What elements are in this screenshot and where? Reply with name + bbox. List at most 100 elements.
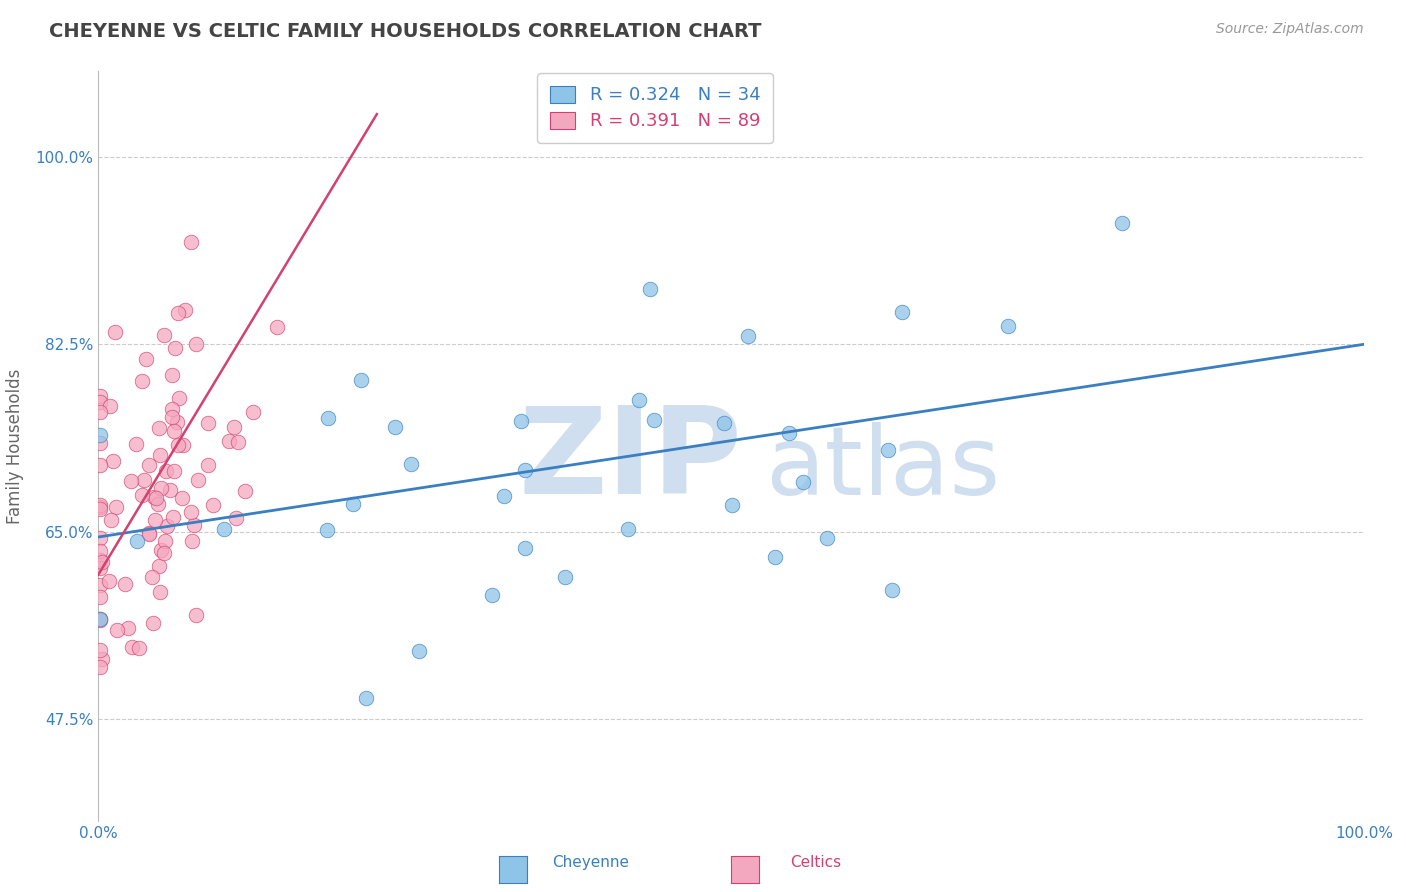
- Point: [180, 235, 202, 250]
- Point: [138, 526, 160, 541]
- Text: Source: ZipAtlas.com: Source: ZipAtlas.com: [1216, 22, 1364, 37]
- Point: [146, 497, 169, 511]
- Point: [89, 501, 111, 516]
- Point: [218, 434, 240, 449]
- Point: [166, 306, 188, 320]
- Point: [167, 438, 190, 452]
- Point: [721, 498, 744, 512]
- Point: [876, 443, 898, 458]
- Point: [162, 509, 184, 524]
- Text: ZIP: ZIP: [517, 402, 742, 519]
- Point: [173, 303, 195, 318]
- Point: [131, 374, 153, 388]
- Point: [890, 305, 912, 319]
- Point: [89, 531, 111, 545]
- Point: [153, 533, 176, 548]
- Point: [98, 399, 121, 413]
- Point: [763, 549, 786, 564]
- Point: [91, 555, 114, 569]
- Point: [89, 660, 111, 674]
- Point: [181, 534, 204, 549]
- Point: [145, 491, 167, 505]
- Point: [997, 318, 1019, 333]
- Point: [408, 644, 430, 658]
- Point: [184, 607, 207, 622]
- Point: [89, 611, 111, 625]
- Legend: R = 0.324   N = 34, R = 0.391   N = 89: R = 0.324 N = 34, R = 0.391 N = 89: [537, 73, 773, 143]
- Point: [156, 519, 179, 533]
- Point: [142, 616, 165, 631]
- Text: CHEYENNE VS CELTIC FAMILY HOUSEHOLDS CORRELATION CHART: CHEYENNE VS CELTIC FAMILY HOUSEHOLDS COR…: [49, 22, 762, 41]
- Point: [233, 483, 256, 498]
- Point: [98, 574, 121, 589]
- Point: [149, 585, 172, 599]
- Point: [159, 483, 181, 498]
- Point: [180, 504, 202, 518]
- Point: [89, 428, 111, 442]
- Point: [266, 319, 288, 334]
- Point: [880, 582, 903, 597]
- Point: [160, 410, 183, 425]
- Point: [166, 415, 188, 429]
- Point: [713, 416, 735, 430]
- Point: [131, 488, 153, 502]
- Point: [197, 416, 219, 430]
- Point: [242, 405, 264, 419]
- Point: [148, 421, 170, 435]
- Point: [162, 424, 184, 438]
- Point: [165, 341, 187, 355]
- Point: [354, 691, 377, 706]
- Text: Celtics: Celtics: [790, 855, 841, 870]
- Point: [89, 553, 111, 567]
- Point: [350, 373, 373, 387]
- Point: [315, 524, 337, 538]
- Point: [141, 570, 163, 584]
- Point: [149, 543, 172, 558]
- Point: [815, 531, 838, 545]
- Point: [89, 436, 111, 450]
- Point: [89, 613, 111, 627]
- Point: [643, 412, 665, 426]
- Point: [513, 463, 536, 477]
- Point: [778, 425, 800, 440]
- Text: atlas: atlas: [765, 422, 1001, 515]
- Point: [183, 518, 205, 533]
- Point: [184, 337, 207, 351]
- Point: [212, 522, 235, 536]
- Point: [197, 458, 219, 473]
- Point: [172, 438, 194, 452]
- Point: [163, 464, 186, 478]
- Point: [132, 473, 155, 487]
- Point: [121, 640, 143, 654]
- Point: [138, 458, 160, 473]
- Point: [384, 420, 406, 434]
- Point: [149, 448, 172, 462]
- Point: [89, 544, 111, 558]
- Point: [160, 402, 183, 417]
- Point: [187, 473, 209, 487]
- Point: [89, 643, 111, 657]
- Point: [399, 457, 422, 471]
- Point: [792, 475, 814, 489]
- Point: [89, 590, 111, 604]
- Point: [128, 641, 150, 656]
- Point: [201, 498, 224, 512]
- Point: [628, 393, 651, 408]
- Point: [135, 351, 157, 366]
- Point: [101, 454, 124, 468]
- Point: [105, 623, 128, 637]
- Point: [554, 570, 576, 584]
- Point: [167, 391, 190, 405]
- Point: [104, 326, 127, 340]
- Point: [89, 500, 111, 514]
- Point: [638, 282, 661, 296]
- Point: [170, 491, 193, 505]
- Point: [89, 404, 111, 418]
- Point: [143, 513, 166, 527]
- Point: [616, 523, 638, 537]
- Point: [127, 533, 149, 548]
- Point: [513, 541, 536, 556]
- Point: [153, 328, 176, 343]
- Point: [737, 328, 759, 343]
- Point: [1111, 216, 1133, 230]
